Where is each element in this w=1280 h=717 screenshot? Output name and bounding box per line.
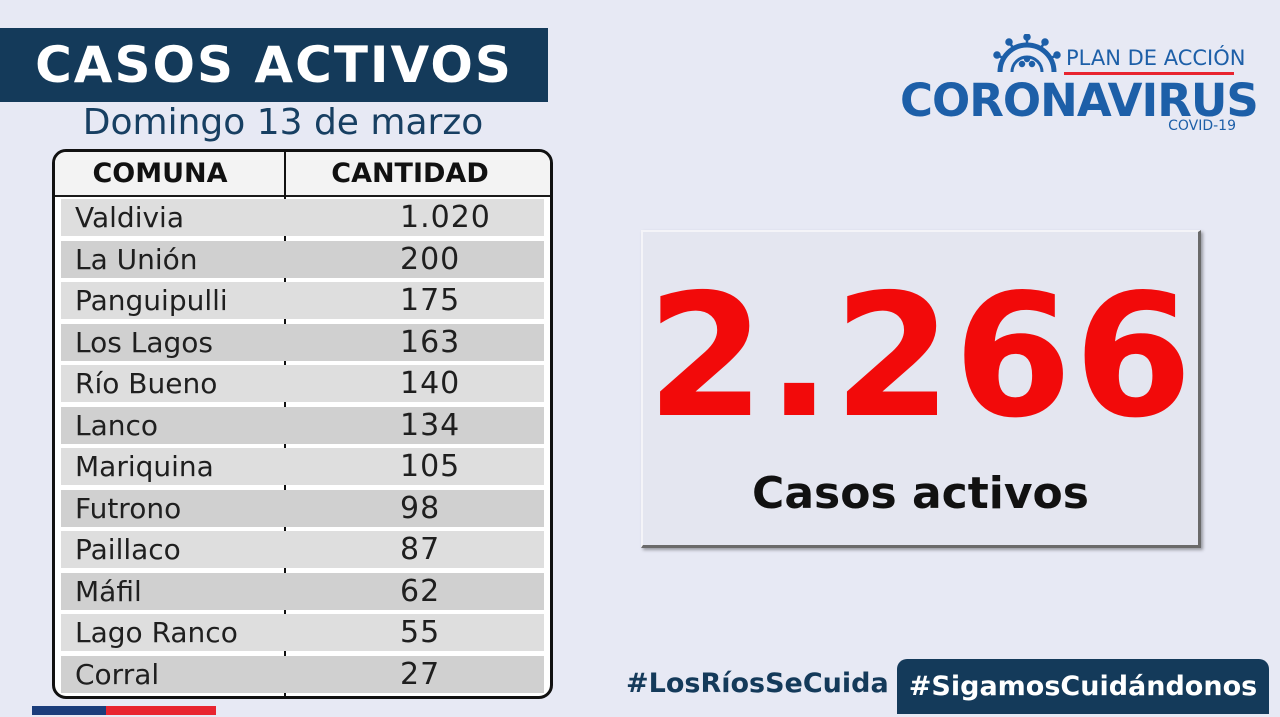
table-row: Lanco 134 [61,406,544,444]
table-row: Lago Ranco 55 [61,614,544,651]
page-title: CASOS ACTIVOS [35,36,513,94]
comuna-cell: Corral [75,657,160,691]
comuna-cell: Lago Ranco [75,616,238,649]
cantidad-cell: 105 [400,449,461,484]
total-cases-number: 2.266 [646,258,1195,456]
flag-stripe-blue [32,706,106,715]
coronavirus-plan-logo: PLAN DE ACCIÓN CORONAVIRUS COVID-19 [900,32,1259,140]
table-row: Los Lagos 163 [61,323,544,361]
column-header-comuna: COMUNA [92,158,228,189]
comuna-cell: Paillaco [75,533,181,566]
comuna-cell: Máfil [75,574,142,608]
total-cases-box: 2.266 Casos activos [641,230,1201,548]
cantidad-cell: 27 [400,656,441,692]
cantidad-cell: 98 [400,490,441,526]
table-row: Mariquina 105 [61,448,544,485]
cantidad-cell: 55 [400,615,441,650]
comuna-cell: Río Bueno [75,367,218,400]
cantidad-cell: 87 [400,532,441,567]
cantidad-cell: 140 [400,366,461,401]
table-row: Panguipulli 175 [61,282,544,319]
campaign-hashtag: #SigamosCuidándonos [908,671,1258,702]
cantidad-cell: 200 [400,241,461,277]
table-row: La Unión 200 [61,240,544,278]
comuna-cell: Panguipulli [75,284,228,317]
table-row: Valdivia 1.020 [61,199,544,236]
cantidad-cell: 134 [400,407,461,443]
cantidad-cell: 1.020 [400,200,491,235]
cantidad-cell: 163 [400,324,461,360]
table-row: Río Bueno 140 [61,365,544,402]
cantidad-cell: 175 [400,283,461,318]
regional-hashtag: #LosRíosSeCuida [626,668,889,699]
table-row: Paillaco 87 [61,531,544,568]
total-cases-caption: Casos activos [752,468,1089,519]
comuna-cell: Lanco [75,408,159,442]
flag-stripe-red [106,706,216,715]
table-row: Corral 27 [61,655,544,693]
virus-icon [993,34,1061,73]
table-row: Futrono 98 [61,489,544,527]
table-header: COMUNA CANTIDAD [55,152,550,197]
logo-main-text: CORONAVIRUS [900,74,1259,127]
comuna-cell: Los Lagos [75,325,213,359]
comuna-cell: La Unión [75,242,198,276]
cases-table: COMUNA CANTIDAD Valdivia 1.020 La Unión … [52,149,553,699]
table-body: Valdivia 1.020 La Unión 200 Panguipulli … [61,199,544,696]
comuna-cell: Valdivia [75,201,184,234]
campaign-hashtag-badge: #SigamosCuidándonos [897,659,1269,714]
logo-plan-text: PLAN DE ACCIÓN [1066,46,1246,70]
title-banner: CASOS ACTIVOS [0,28,548,102]
column-header-cantidad: CANTIDAD [331,158,489,189]
date-subtitle: Domingo 13 de marzo [82,102,484,143]
comuna-cell: Futrono [75,491,182,525]
table-row: Máfil 62 [61,572,544,610]
cantidad-cell: 62 [400,573,441,609]
logo-covid-text: COVID-19 [1168,118,1236,134]
comuna-cell: Mariquina [75,450,214,483]
logo-underline [1064,72,1234,75]
